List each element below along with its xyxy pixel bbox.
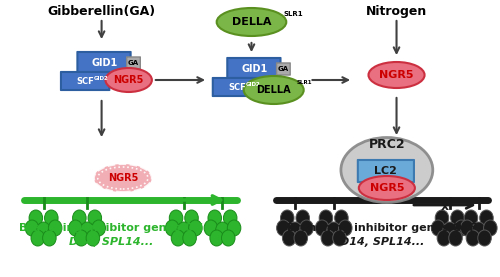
Text: SLR1: SLR1 bbox=[297, 80, 312, 85]
Ellipse shape bbox=[478, 230, 492, 246]
Ellipse shape bbox=[44, 210, 58, 226]
Ellipse shape bbox=[228, 220, 241, 236]
Ellipse shape bbox=[437, 230, 450, 246]
Ellipse shape bbox=[210, 230, 224, 246]
Ellipse shape bbox=[183, 230, 196, 246]
Text: GID2: GID2 bbox=[246, 81, 260, 86]
Ellipse shape bbox=[334, 210, 348, 226]
Text: D14, SPL14...: D14, SPL14... bbox=[69, 237, 154, 247]
Text: NGR5: NGR5 bbox=[114, 75, 144, 85]
Ellipse shape bbox=[72, 210, 86, 226]
FancyBboxPatch shape bbox=[358, 160, 414, 182]
Ellipse shape bbox=[204, 220, 218, 236]
Text: DELLA: DELLA bbox=[256, 85, 291, 95]
Ellipse shape bbox=[188, 220, 202, 236]
Ellipse shape bbox=[177, 222, 190, 238]
Ellipse shape bbox=[224, 210, 237, 226]
Ellipse shape bbox=[244, 76, 304, 104]
Ellipse shape bbox=[368, 62, 424, 88]
Ellipse shape bbox=[216, 8, 286, 36]
Text: Nitrogen: Nitrogen bbox=[366, 6, 427, 19]
Ellipse shape bbox=[480, 210, 493, 226]
Text: SLR1: SLR1 bbox=[284, 11, 303, 17]
Text: NGR5: NGR5 bbox=[370, 183, 404, 193]
Text: GA: GA bbox=[128, 60, 139, 66]
Ellipse shape bbox=[94, 164, 152, 192]
Ellipse shape bbox=[48, 220, 62, 236]
Ellipse shape bbox=[319, 210, 332, 226]
FancyBboxPatch shape bbox=[213, 78, 261, 96]
Ellipse shape bbox=[29, 210, 42, 226]
Ellipse shape bbox=[466, 230, 479, 246]
Ellipse shape bbox=[300, 220, 314, 236]
Ellipse shape bbox=[464, 210, 478, 226]
Text: DELLA: DELLA bbox=[232, 17, 271, 27]
Ellipse shape bbox=[443, 222, 456, 238]
Text: Branching inhibitor genes ON: Branching inhibitor genes ON bbox=[19, 223, 204, 233]
Ellipse shape bbox=[296, 210, 310, 226]
Ellipse shape bbox=[37, 222, 51, 238]
Text: NGR5: NGR5 bbox=[380, 70, 414, 80]
Text: SCF: SCF bbox=[76, 76, 94, 86]
FancyBboxPatch shape bbox=[276, 63, 290, 75]
Ellipse shape bbox=[88, 210, 102, 226]
Text: Branching inhibitor genes OFF: Branching inhibitor genes OFF bbox=[287, 223, 477, 233]
Ellipse shape bbox=[80, 222, 94, 238]
Text: LC2: LC2 bbox=[374, 166, 398, 176]
Ellipse shape bbox=[74, 230, 88, 246]
Text: D14, SPL14...: D14, SPL14... bbox=[340, 237, 424, 247]
Ellipse shape bbox=[92, 220, 106, 236]
Ellipse shape bbox=[288, 222, 302, 238]
Ellipse shape bbox=[359, 176, 415, 200]
Ellipse shape bbox=[25, 220, 38, 236]
Text: Gibberellin(GA): Gibberellin(GA) bbox=[48, 6, 156, 19]
Text: SCF: SCF bbox=[228, 83, 246, 91]
Ellipse shape bbox=[171, 230, 185, 246]
Ellipse shape bbox=[294, 230, 308, 246]
Ellipse shape bbox=[472, 222, 486, 238]
Text: GID1: GID1 bbox=[242, 64, 268, 74]
FancyBboxPatch shape bbox=[78, 52, 130, 74]
Ellipse shape bbox=[321, 230, 334, 246]
Ellipse shape bbox=[484, 220, 497, 236]
Ellipse shape bbox=[42, 230, 56, 246]
Text: x: x bbox=[441, 199, 449, 212]
Text: GA: GA bbox=[278, 66, 289, 72]
Ellipse shape bbox=[185, 210, 198, 226]
Ellipse shape bbox=[166, 220, 179, 236]
Ellipse shape bbox=[435, 210, 448, 226]
Ellipse shape bbox=[68, 220, 82, 236]
Ellipse shape bbox=[86, 230, 100, 246]
Text: GID1: GID1 bbox=[92, 58, 118, 68]
Ellipse shape bbox=[327, 222, 340, 238]
Ellipse shape bbox=[341, 137, 433, 202]
Ellipse shape bbox=[316, 220, 329, 236]
Text: PRC2: PRC2 bbox=[368, 138, 405, 152]
Ellipse shape bbox=[276, 220, 290, 236]
FancyBboxPatch shape bbox=[61, 72, 110, 90]
Ellipse shape bbox=[282, 230, 296, 246]
Text: GID2: GID2 bbox=[94, 76, 108, 81]
Ellipse shape bbox=[216, 222, 229, 238]
Ellipse shape bbox=[454, 220, 468, 236]
Ellipse shape bbox=[280, 210, 294, 226]
Text: NGR5: NGR5 bbox=[108, 173, 138, 183]
Ellipse shape bbox=[332, 230, 346, 246]
FancyBboxPatch shape bbox=[228, 58, 280, 80]
Ellipse shape bbox=[106, 68, 152, 92]
Ellipse shape bbox=[208, 210, 222, 226]
Ellipse shape bbox=[432, 220, 445, 236]
Ellipse shape bbox=[450, 210, 464, 226]
Ellipse shape bbox=[31, 230, 44, 246]
FancyBboxPatch shape bbox=[126, 57, 140, 69]
Ellipse shape bbox=[338, 220, 352, 236]
Ellipse shape bbox=[222, 230, 235, 246]
Ellipse shape bbox=[460, 220, 474, 236]
Ellipse shape bbox=[448, 230, 462, 246]
Ellipse shape bbox=[170, 210, 183, 226]
